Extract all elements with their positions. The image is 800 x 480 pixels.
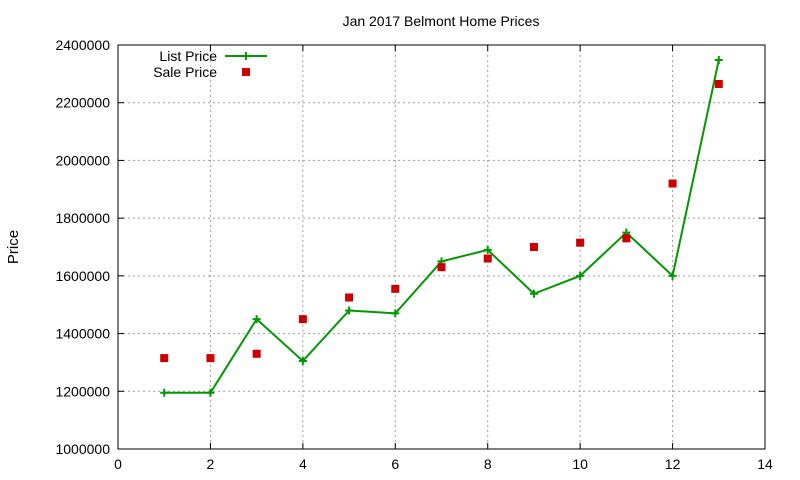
sale-price-point <box>529 243 538 251</box>
x-tick-label: 0 <box>114 456 122 472</box>
y-tick-label: 1600000 <box>55 268 110 284</box>
list-price-point <box>668 271 677 280</box>
list-price-point <box>483 245 492 254</box>
x-tick-label: 8 <box>484 456 492 472</box>
sale-price-point <box>576 238 585 247</box>
chart-title: Jan 2017 Belmont Home Prices <box>343 13 540 29</box>
list-price-point <box>714 56 723 65</box>
list-price-point <box>160 388 169 397</box>
sale-price-point <box>252 349 261 358</box>
x-tick-label: 6 <box>391 456 399 472</box>
y-tick-label: 1200000 <box>55 383 110 399</box>
grid <box>118 45 765 449</box>
sale-price-point <box>714 79 723 88</box>
list-price-point <box>391 309 400 318</box>
list-price-point <box>576 271 585 280</box>
plot-marks <box>160 56 723 397</box>
plot-frame <box>117 44 766 450</box>
sale-price-point <box>437 263 446 272</box>
legend-label-sale-price: Sale Price <box>153 64 217 80</box>
list-price-point <box>345 306 354 315</box>
x-tick-label: 14 <box>757 456 773 472</box>
x-tick-label: 2 <box>207 456 215 472</box>
y-tick-label: 2200000 <box>55 95 110 111</box>
sale-price-point <box>391 284 400 293</box>
list-price-point <box>529 289 538 298</box>
list-price-point <box>206 388 215 397</box>
legend-label-list-price: List Price <box>159 48 217 64</box>
legend-swatch-sale-price <box>242 68 250 76</box>
x-tick-label: 10 <box>572 456 588 472</box>
sale-price-point <box>483 254 492 263</box>
x-tick-label: 12 <box>665 456 681 472</box>
y-axis-label: Price <box>5 230 22 264</box>
sale-price-point <box>345 293 354 302</box>
y-tick-label: 2400000 <box>55 37 110 53</box>
y-tick-label: 1400000 <box>55 326 110 342</box>
axis-ticks: 1000000 1200000 1400000 1600000 1800000 20000… <box>55 37 773 472</box>
legend-marker-list-price <box>242 52 250 60</box>
sale-price-point <box>298 315 307 324</box>
x-tick-label: 4 <box>299 456 307 472</box>
y-tick-label: 1800000 <box>55 210 110 226</box>
sale-price-point <box>668 179 677 188</box>
sale-price-point <box>160 354 169 363</box>
list-price-line <box>164 59 720 394</box>
y-tick-label: 1000000 <box>55 441 110 457</box>
sale-price-point <box>206 354 215 363</box>
list-price-point <box>298 356 307 365</box>
list-price-point <box>252 315 261 324</box>
sale-price-point <box>622 234 631 243</box>
y-tick-label: 2000000 <box>55 152 110 168</box>
